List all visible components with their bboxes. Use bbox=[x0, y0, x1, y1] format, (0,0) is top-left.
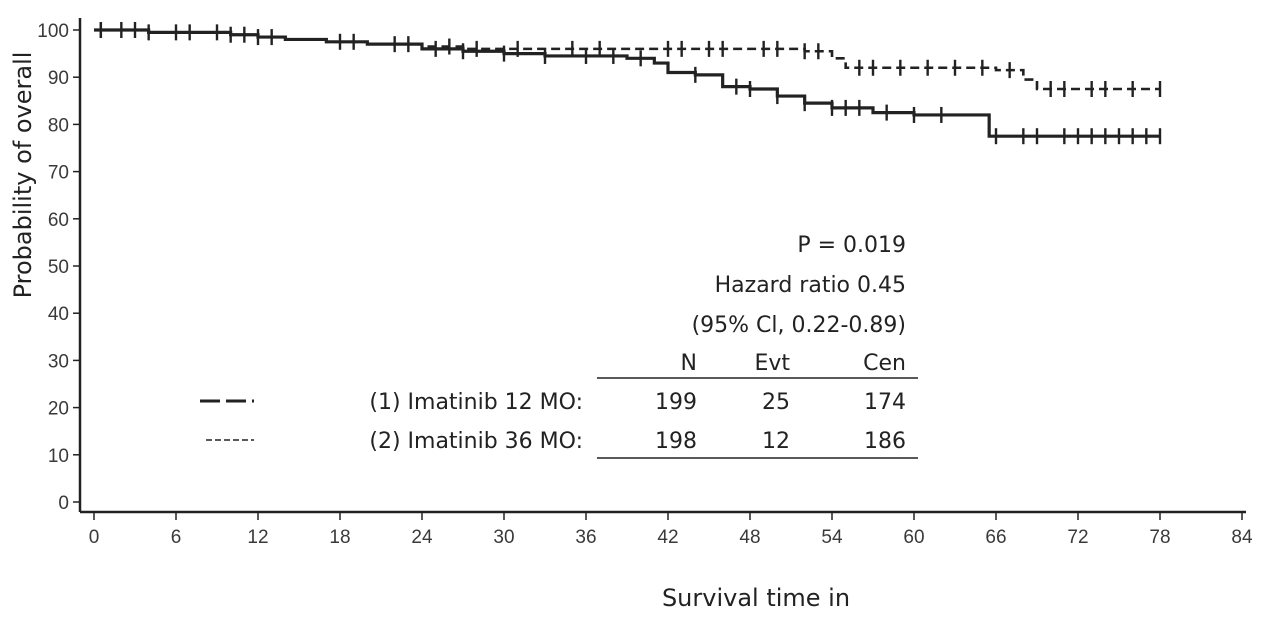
y-tick-label: 40 bbox=[48, 304, 69, 325]
annotations: P = 0.019 Hazard ratio 0.45 (95% Cl, 0.2… bbox=[692, 233, 906, 338]
x-tick-label: 42 bbox=[657, 527, 678, 548]
x-tick-label: 36 bbox=[575, 527, 596, 548]
y-tick-label: 20 bbox=[48, 399, 69, 420]
hazard-ratio: Hazard ratio 0.45 bbox=[715, 273, 906, 298]
x-tick-label: 18 bbox=[329, 527, 350, 548]
y-tick-label: 0 bbox=[58, 493, 69, 514]
y-tick-label: 30 bbox=[48, 351, 69, 372]
table-cell-cen: 174 bbox=[864, 390, 906, 415]
table-header-evt: Evt bbox=[754, 351, 790, 376]
y-tick-label: 60 bbox=[48, 210, 69, 231]
x-tick-label: 30 bbox=[493, 527, 514, 548]
table-header-cen: Cen bbox=[863, 351, 906, 376]
x-tick-label: 12 bbox=[247, 527, 268, 548]
table-row-label: (1) Imatinib 12 MO: bbox=[369, 390, 583, 415]
table-cell-cen: 186 bbox=[864, 429, 906, 454]
x-tick-label: 72 bbox=[1067, 527, 1088, 548]
x-tick-label: 0 bbox=[89, 527, 100, 548]
x-tick-label: 24 bbox=[411, 527, 433, 548]
summary-table: N Evt Cen (1) Imatinib 12 MO: 199 25 174… bbox=[200, 351, 918, 459]
series-12mo-line bbox=[94, 28, 1160, 138]
axes: 0 6 12 18 24 30 36 42 48 54 60 66 72 78 84 0 10 20 30 40 50 6… bbox=[37, 18, 1253, 548]
x-tick-label: 84 bbox=[1231, 527, 1253, 548]
y-tick-label: 50 bbox=[48, 257, 69, 278]
table-cell-evt: 12 bbox=[762, 429, 790, 454]
y-tick-label: 10 bbox=[48, 446, 69, 467]
p-value: P = 0.019 bbox=[797, 233, 906, 258]
y-tick-label: 100 bbox=[37, 21, 69, 42]
x-axis-title: Survival time in bbox=[662, 584, 850, 612]
x-tick-label: 78 bbox=[1149, 527, 1170, 548]
x-tick-label: 6 bbox=[171, 527, 182, 548]
x-tick-label: 60 bbox=[903, 527, 924, 548]
table-cell-n: 199 bbox=[655, 390, 697, 415]
y-tick-label: 70 bbox=[48, 163, 69, 184]
table-header-n: N bbox=[681, 351, 697, 376]
y-tick-label: 80 bbox=[48, 115, 69, 136]
table-row-label: (2) Imatinib 36 MO: bbox=[369, 429, 583, 454]
confidence-interval: (95% Cl, 0.22-0.89) bbox=[692, 313, 906, 338]
x-tick-label: 66 bbox=[985, 527, 1006, 548]
y-tick-label: 90 bbox=[48, 68, 69, 89]
x-tick-label: 54 bbox=[821, 527, 843, 548]
plot-area bbox=[94, 22, 1162, 145]
table-cell-evt: 25 bbox=[762, 390, 790, 415]
table-cell-n: 198 bbox=[655, 429, 697, 454]
y-axis-title: Probability of overall bbox=[9, 52, 37, 299]
x-tick-label: 48 bbox=[739, 527, 760, 548]
